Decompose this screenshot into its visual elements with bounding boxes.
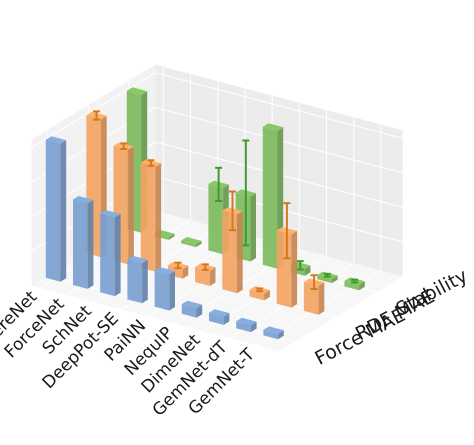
- bar-side: [169, 271, 175, 311]
- bar-face: [262, 126, 278, 269]
- bar-force-mae-dimenet: [209, 309, 230, 325]
- bar-force-mae-forcenet: [73, 196, 94, 289]
- bar-side: [250, 193, 256, 262]
- bar-top: [209, 309, 230, 317]
- bar-rdf-mae-gemnet-dt: [276, 202, 298, 308]
- bar-side: [359, 281, 365, 291]
- bar-side: [142, 259, 148, 304]
- bar-face: [100, 213, 115, 297]
- bar-stability-gemnet-t: [344, 277, 365, 291]
- bar-top: [181, 237, 202, 245]
- bar-side: [304, 265, 311, 276]
- gridline-z: [31, 72, 403, 149]
- bar-force-mae-schnet: [100, 210, 121, 297]
- bar-side: [195, 240, 202, 248]
- error-bar: [174, 261, 182, 270]
- bar-top: [236, 317, 257, 326]
- bar-side: [155, 163, 162, 272]
- bar-face: [208, 184, 224, 255]
- bar-side: [291, 231, 298, 308]
- bar-rdf-mae-nequip: [222, 190, 243, 294]
- bar-side: [128, 146, 134, 265]
- gridline-z: [31, 106, 403, 183]
- bar-rdf-mae-dimenet: [249, 286, 270, 301]
- bar-side: [318, 282, 325, 315]
- bar-rdf-mae-gemnet-t: [303, 274, 325, 315]
- bar-force-mae-deeppot-se: [127, 255, 148, 304]
- bar-face: [276, 230, 292, 308]
- error-bar: [242, 139, 250, 247]
- bar-side: [182, 265, 189, 279]
- bar-face: [344, 280, 360, 291]
- bar-face: [317, 275, 332, 284]
- bar-side: [60, 140, 67, 282]
- bar-top: [154, 267, 175, 275]
- bar-top: [262, 123, 284, 131]
- error-bar: [351, 278, 359, 284]
- bar-face: [209, 312, 224, 325]
- bar-side: [223, 313, 230, 325]
- error-bar: [256, 287, 264, 293]
- bar-force-mae-painn: [154, 267, 175, 311]
- bar-side: [278, 330, 284, 340]
- bar-side: [237, 211, 243, 294]
- bar-stability-schnet: [181, 237, 202, 248]
- bar-side: [250, 321, 257, 333]
- error-bar: [229, 190, 236, 232]
- bar-face: [195, 266, 210, 286]
- bar-top: [73, 196, 94, 204]
- bar-top: [127, 255, 148, 264]
- bar-face: [181, 304, 197, 318]
- bar-side: [264, 290, 270, 301]
- bar-face: [154, 270, 170, 311]
- error-bar: [147, 159, 155, 167]
- bar-face: [263, 329, 279, 340]
- bar-top: [126, 87, 148, 95]
- bar-face: [181, 240, 196, 248]
- bar-side: [331, 275, 338, 284]
- bar-force-mae-spherenet: [45, 136, 67, 282]
- gridline-z: [31, 141, 403, 218]
- bar-force-mae-gemnet-dt: [236, 317, 257, 333]
- series-label: Stability: [392, 265, 471, 321]
- bar-top: [263, 326, 284, 334]
- error-bar: [296, 260, 304, 271]
- bar-side: [114, 214, 121, 297]
- bar-side: [87, 199, 94, 289]
- bar-stability-gemnet-dt: [317, 271, 338, 284]
- bar-top: [181, 300, 203, 308]
- bar-side: [168, 233, 175, 240]
- bar-top: [45, 136, 67, 144]
- bar-face: [73, 199, 88, 289]
- bar-face: [236, 321, 251, 333]
- bar-force-mae-nequip: [181, 300, 203, 318]
- bar-force-mae-gemnet-t: [263, 326, 284, 340]
- bar-side: [209, 267, 216, 286]
- bar-top: [100, 210, 121, 218]
- bar-rdf-mae-painn: [195, 263, 216, 286]
- bar-face: [127, 259, 143, 304]
- bars-layer: [45, 87, 365, 340]
- error-bar: [201, 263, 209, 271]
- bar-face: [45, 139, 61, 282]
- bar-side: [196, 304, 203, 318]
- bar-rdf-mae-schnet: [140, 159, 162, 272]
- error-bar: [120, 142, 128, 150]
- bar-face: [222, 210, 237, 294]
- bar-face: [140, 162, 156, 272]
- error-bar: [283, 202, 291, 260]
- error-bar: [310, 274, 318, 291]
- error-bar: [93, 110, 100, 121]
- bar-face: [303, 281, 319, 315]
- error-bar: [323, 272, 331, 278]
- bar-face: [249, 289, 265, 301]
- error-bar: [215, 166, 223, 202]
